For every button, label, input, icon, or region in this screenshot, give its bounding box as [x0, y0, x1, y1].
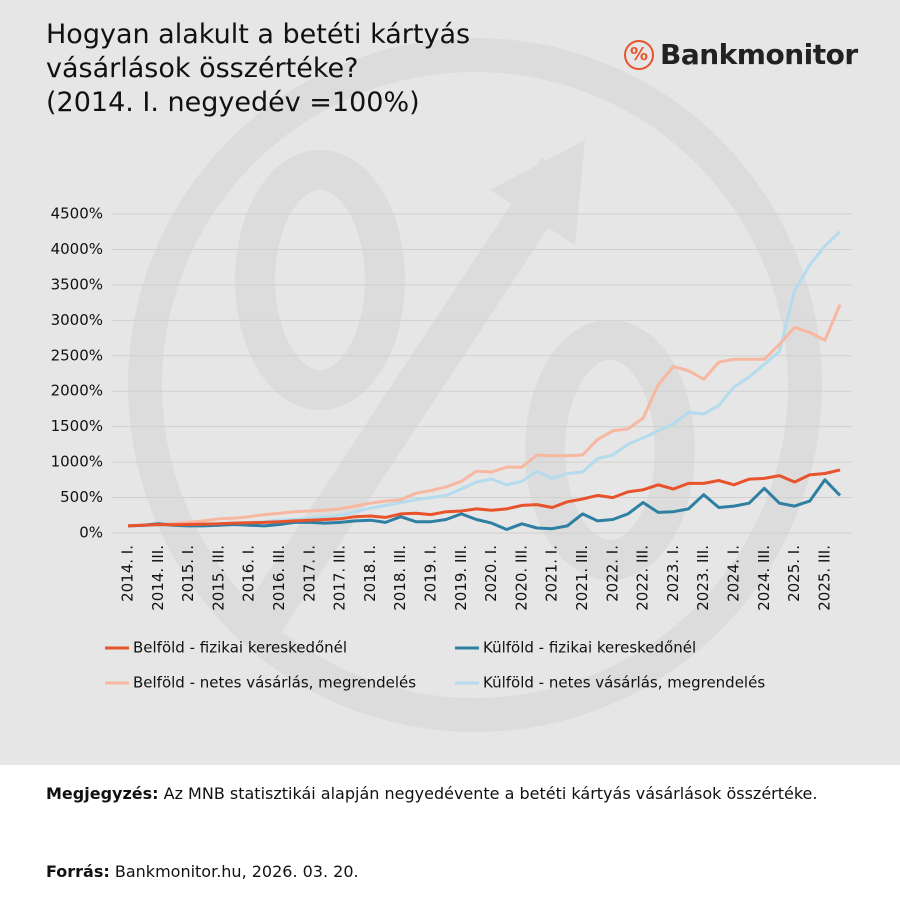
x-tick-label: 2014. III.	[149, 545, 167, 611]
x-tick-label: 2021. I.	[543, 545, 561, 602]
x-tick-label: 2022. I.	[603, 545, 621, 602]
series-line	[127, 304, 842, 528]
x-tick-label: 2014. I.	[119, 545, 137, 602]
x-tick-label: 2025. III.	[815, 545, 833, 611]
series-line	[128, 230, 842, 528]
y-tick-label: 2500%	[51, 346, 103, 364]
x-tick-label: 2020. III.	[512, 545, 530, 611]
x-tick-label: 2019. I.	[421, 545, 439, 602]
chart-background	[0, 0, 900, 765]
chart-title: Hogyan alakult a betéti kártyás vásárlás…	[46, 19, 471, 84]
x-tick-label: 2022. III.	[634, 545, 652, 611]
x-tick-label: 2018. I.	[361, 545, 379, 602]
x-tick-label: 2016. III.	[270, 545, 288, 611]
x-tick-label: 2015. I.	[179, 545, 197, 602]
x-tick-label: 2017. I.	[300, 545, 318, 602]
legend-label: Belföld - fizikai kereskedőnél	[133, 639, 347, 657]
source-label: Forrás:	[46, 862, 110, 881]
logo-name: Bankmonitor	[660, 38, 858, 71]
y-tick-label: 2000%	[51, 382, 103, 400]
logo-icon: %	[624, 39, 654, 70]
x-tick-label: 2019. III.	[452, 545, 470, 611]
legend-label: Külföld - netes vásárlás, megrendelés	[483, 674, 765, 692]
x-tick-label: 2015. III.	[209, 545, 227, 611]
series-line	[127, 478, 842, 531]
y-tick-label: 3000%	[51, 311, 103, 329]
x-tick-label: 2023. I.	[664, 545, 682, 602]
series-line	[127, 468, 841, 528]
chart-subtitle: (2014. I. negyedév =100%)	[46, 87, 420, 118]
note: Megjegyzés: Az MNB statisztikái alapján …	[46, 784, 817, 803]
x-tick-label: 2024. I.	[724, 545, 742, 602]
x-tick-label: 2017. III.	[331, 545, 349, 611]
chart: 0% 500% 1000% 1500% 2000% 2500% 3000% 3500% 4000…	[51, 205, 852, 692]
legend-label: Külföld - fizikai kereskedőnél	[483, 639, 696, 657]
x-tick-label: 2018. III.	[391, 545, 409, 611]
x-tick-label: 2021. III.	[573, 545, 591, 611]
y-tick-label: 1500%	[51, 417, 103, 435]
logo: % Bankmonitor	[624, 38, 858, 71]
legend-label: Belföld - netes vásárlás, megrendelés	[133, 674, 416, 692]
source-text: Bankmonitor.hu, 2026. 03. 20.	[114, 862, 359, 881]
y-tick-label: 1000%	[51, 453, 103, 471]
title-block: Hogyan alakult a betéti kártyás vásárlás…	[46, 18, 546, 120]
y-tick-label: 500%	[60, 488, 103, 506]
x-tick-label: 2020. I.	[482, 545, 500, 602]
note-text: Az MNB statisztikái alapján negyedévente…	[163, 784, 818, 803]
watermark	[0, 0, 900, 765]
y-tick-label: 4000%	[51, 240, 103, 258]
y-tick-label: 3500%	[51, 275, 103, 293]
y-tick-label: 4500%	[51, 205, 103, 223]
source: Forrás: Bankmonitor.hu, 2026. 03. 20.	[46, 862, 359, 881]
note-label: Megjegyzés:	[46, 784, 159, 803]
x-tick-label: 2016. I.	[240, 545, 258, 602]
x-tick-label: 2023. III.	[694, 545, 712, 611]
x-tick-label: 2025. I.	[785, 545, 803, 602]
x-tick-label: 2024. III.	[755, 545, 773, 611]
y-tick-label: 0%	[79, 524, 103, 542]
